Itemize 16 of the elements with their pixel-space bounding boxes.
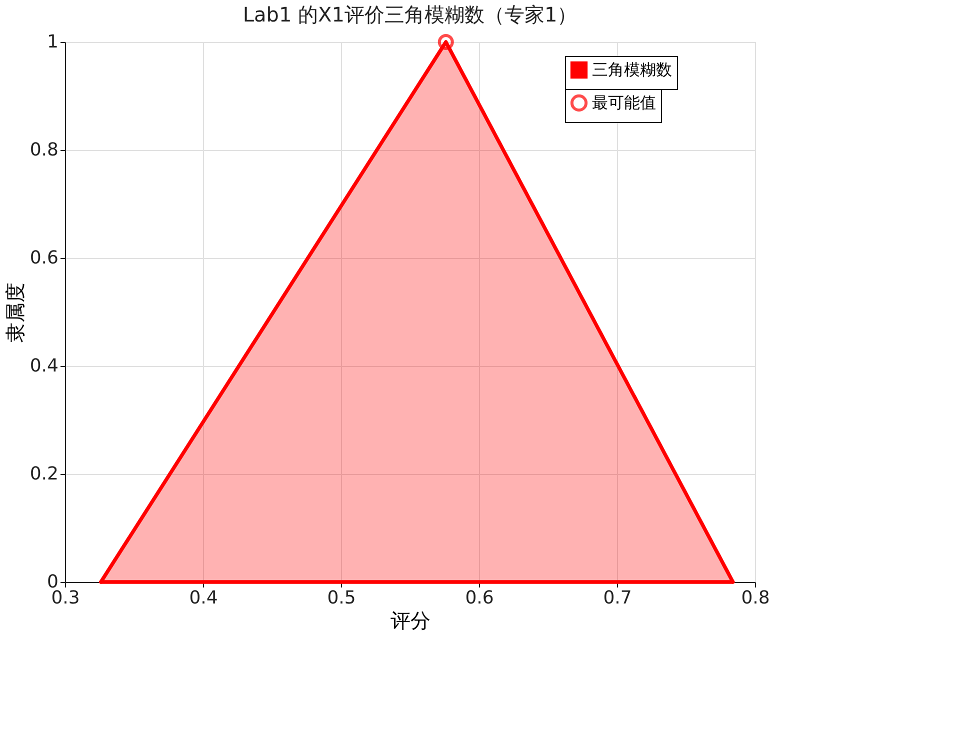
y-tick-label: 0.6 <box>30 248 58 268</box>
x-axis-title: 评分 <box>390 608 430 632</box>
x-tick-label: 0.5 <box>327 588 356 608</box>
y-tick-label: 1 <box>47 32 58 52</box>
y-tick-label: 0.2 <box>30 464 58 484</box>
x-tick-label: 0.4 <box>189 588 218 608</box>
y-tick-label: 0.8 <box>30 140 58 160</box>
chart-title: Lab1 的X1评价三角模糊数（专家1） <box>242 2 578 26</box>
y-tick-label: 0.4 <box>30 356 58 376</box>
x-tick-label: 0.3 <box>51 588 80 608</box>
legend-label: 三角模糊数 <box>592 60 672 79</box>
x-tick-label: 0.7 <box>603 588 632 608</box>
x-tick-label: 0.6 <box>465 588 494 608</box>
y-axis-title: 隶属度 <box>2 282 27 342</box>
legend-label: 最可能值 <box>592 93 656 112</box>
x-tick-label: 0.8 <box>741 588 770 608</box>
